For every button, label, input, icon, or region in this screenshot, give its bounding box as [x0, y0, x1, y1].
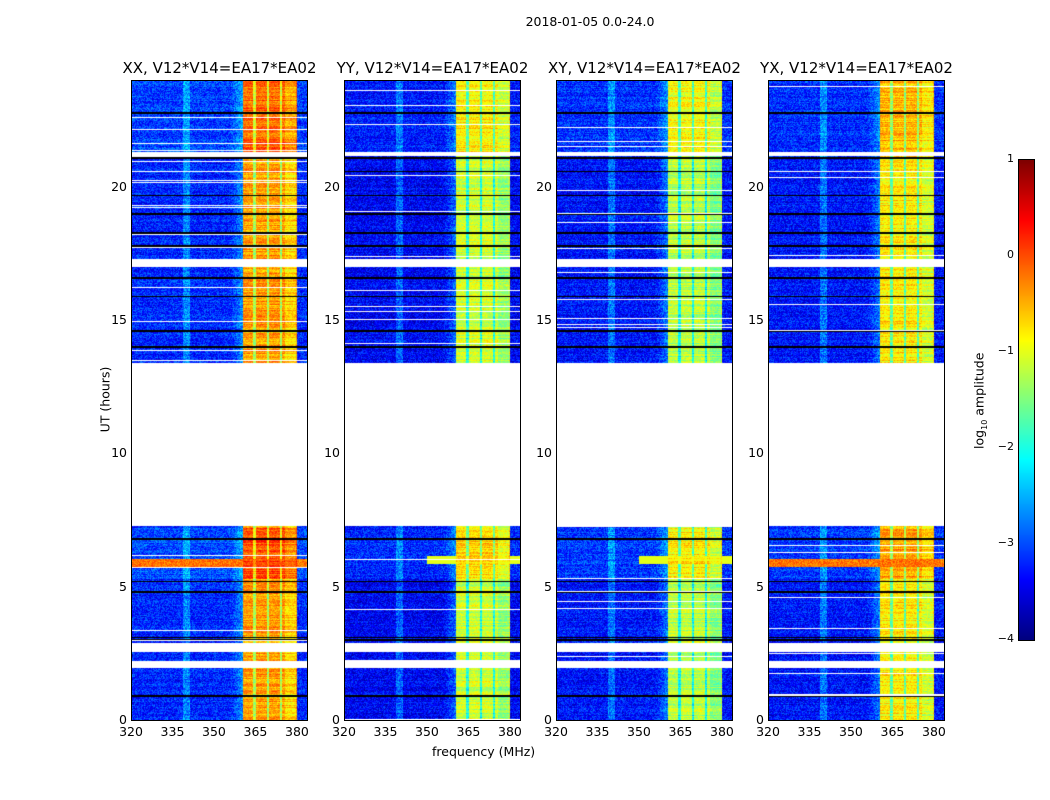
y-tick-label: 15	[748, 312, 764, 327]
x-axis-label: frequency (MHz)	[432, 744, 536, 759]
x-tick-label: 380	[498, 724, 522, 739]
y-tick-label: 20	[111, 178, 127, 194]
colorbar-tick-label: 1	[1007, 152, 1014, 165]
panel-title: XX, V12*V14=EA17*EA02	[122, 59, 317, 77]
spectrogram-panel-3	[556, 80, 733, 721]
spectrogram-panel-2	[344, 80, 521, 721]
x-tick-label: 320	[544, 724, 568, 739]
x-tick-label: 335	[585, 724, 610, 739]
x-tick-label: 380	[285, 724, 309, 739]
colorbar-tick-label: −3	[997, 536, 1014, 549]
colorbar-label-rest: amplitude	[971, 352, 987, 420]
x-tick-label: 380	[922, 724, 946, 739]
y-tick-label: 10	[748, 445, 764, 461]
panel-title: XY, V12*V14=EA17*EA02	[548, 59, 741, 77]
y-tick-label: 10	[536, 445, 552, 461]
y-tick-label: 5	[119, 578, 127, 594]
spectrogram-heatmap	[132, 81, 307, 720]
x-tick-label: 365	[243, 724, 268, 739]
y-tick-label: 0	[332, 712, 340, 727]
x-tick-label: 335	[160, 724, 185, 739]
y-tick-label: 0	[544, 712, 552, 727]
y-tick-label: 10	[324, 445, 340, 461]
x-tick-label: 335	[797, 724, 822, 739]
x-tick-label: 350	[415, 724, 439, 739]
spectrogram-panel-4	[768, 80, 945, 721]
x-tick-label: 320	[332, 724, 356, 739]
x-tick-label: 350	[839, 724, 863, 739]
y-tick-label: 20	[324, 178, 340, 194]
y-tick-label: 0	[756, 712, 764, 727]
y-tick-label: 5	[544, 578, 552, 594]
x-tick-label: 350	[202, 724, 226, 739]
spectrogram-heatmap	[769, 81, 944, 720]
colorbar-gradient	[1019, 160, 1034, 640]
y-tick-label: 10	[111, 445, 127, 461]
colorbar-tick-label: 0	[1007, 248, 1014, 261]
colorbar-tick-label: −1	[997, 344, 1014, 357]
figure-suptitle: 2018-01-05 0.0-24.0	[525, 14, 655, 29]
colorbar-label-sub: 10	[979, 419, 989, 430]
y-tick-label: 15	[536, 312, 552, 327]
y-tick-label: 5	[332, 578, 340, 594]
y-axis-label: UT (hours)	[97, 366, 113, 433]
x-tick-label: 365	[668, 724, 693, 739]
y-tick-label: 5	[756, 578, 764, 594]
x-tick-label: 320	[119, 724, 143, 739]
colorbar	[1018, 159, 1035, 641]
colorbar-tick-label: −2	[997, 440, 1014, 453]
y-tick-label: 15	[111, 312, 127, 327]
spectrogram-panel-1	[131, 80, 308, 721]
x-tick-label: 335	[373, 724, 398, 739]
x-tick-label: 365	[880, 724, 905, 739]
x-tick-label: 320	[756, 724, 780, 739]
y-tick-label: 20	[748, 178, 764, 194]
y-tick-label: 0	[119, 712, 127, 727]
y-tick-label: 15	[324, 312, 340, 327]
spectrogram-heatmap	[345, 81, 520, 720]
panel-title: YX, V12*V14=EA17*EA02	[760, 59, 953, 77]
spectrogram-heatmap	[557, 81, 732, 720]
x-tick-label: 380	[710, 724, 734, 739]
colorbar-label: log10 amplitude	[971, 341, 989, 461]
panel-title: YY, V12*V14=EA17*EA02	[336, 59, 529, 77]
x-tick-label: 350	[627, 724, 651, 739]
colorbar-label-log: log	[971, 429, 987, 449]
colorbar-tick-label: −4	[997, 632, 1014, 645]
x-tick-label: 365	[456, 724, 481, 739]
y-tick-label: 20	[536, 178, 552, 194]
